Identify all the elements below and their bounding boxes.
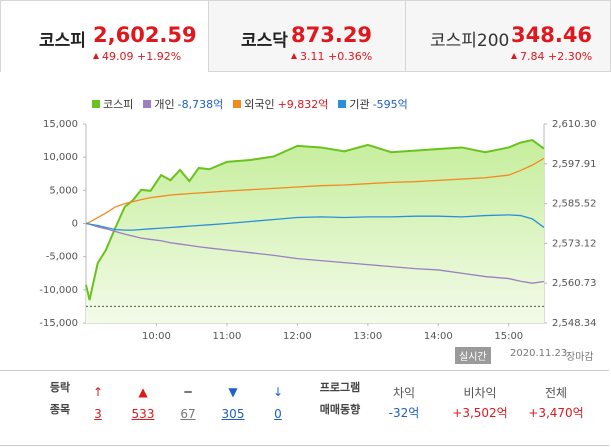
y2-tick-label: 2,610.30	[552, 119, 597, 130]
legend-swatch	[143, 100, 152, 108]
legend-value: -595억	[372, 98, 408, 111]
legend-item[interactable]: 개인 -8,738억	[143, 96, 223, 112]
y2-tick-label: 2,560.73	[552, 278, 597, 289]
x-tick-label: 14:00	[424, 331, 453, 342]
change: 7.84	[520, 50, 545, 63]
y-tick-label: -10,000	[39, 285, 78, 296]
program-name: 전체	[544, 386, 568, 400]
tab-name: 코스닥	[241, 31, 288, 51]
x-tick-label: 10:00	[142, 331, 171, 342]
count[interactable]: 0	[274, 407, 282, 421]
program-value: -32억	[388, 406, 420, 420]
legend: 코스피 개인 -8,738억 외국인 +9,832억 기관 -595억	[92, 96, 408, 112]
line	[85, 138, 545, 301]
count[interactable]: 533	[131, 407, 155, 421]
x-tick-label: 11:00	[213, 331, 242, 342]
line	[85, 157, 545, 225]
program-value: +3,470억	[528, 406, 584, 420]
count[interactable]: 305	[221, 407, 245, 421]
advance-decline-item: ━ 67	[168, 381, 208, 425]
area	[86, 140, 544, 323]
legend-swatch	[92, 100, 100, 108]
legend-item[interactable]: 기관 -595억	[338, 96, 408, 112]
y-tick-label: -5,000	[46, 252, 78, 263]
symbol: ▼	[228, 385, 238, 399]
summary-bar: 등락 종목 ↑ 3 ▲ 533 ━ 67 ▼ 305 ↓ 0 프로그램 매매동향 차익 -32억 비차익 +…	[0, 370, 609, 446]
date: 2020.11.23	[510, 348, 568, 359]
realtime-badge[interactable]: 실시간	[455, 347, 491, 364]
tab-name: 코스피200	[430, 31, 510, 51]
y2-tick-label: 2,585.52	[552, 199, 597, 210]
legend-swatch	[233, 100, 242, 108]
symbol: ▲	[138, 385, 148, 399]
symbol: ━	[184, 385, 192, 399]
y-tick-label: 10,000	[43, 152, 78, 163]
rate: +1.92%	[137, 50, 182, 63]
line	[85, 214, 545, 231]
label-line: 종목	[49, 403, 71, 416]
program-item: 전체 +3,470억	[516, 383, 596, 423]
y2-tick-label: 2,573.12	[552, 238, 597, 249]
x-tick-label: 13:00	[353, 331, 382, 342]
rate: +2.30%	[548, 50, 593, 63]
legend-name: 코스피	[103, 98, 134, 111]
count[interactable]: 67	[180, 407, 196, 421]
y2-tick-label: 2,548.34	[552, 318, 597, 329]
label-line: 등락	[49, 381, 71, 394]
legend-value: -8,738억	[177, 98, 224, 111]
advance-decline-item: ↑ 3	[78, 381, 118, 425]
advance-decline-item: ▲ 533	[123, 381, 163, 425]
y-tick-label: 5,000	[49, 185, 78, 196]
program-name: 차익	[392, 386, 416, 400]
legend-name: 외국인	[244, 98, 275, 111]
x-tick-label: 12:00	[283, 331, 312, 342]
x-tick-label: 15:00	[494, 331, 523, 342]
y-tick-label: 0	[72, 219, 78, 230]
count[interactable]: 3	[94, 407, 102, 421]
symbol: ↑	[92, 385, 104, 399]
program-value: +3,502억	[452, 406, 508, 420]
y-tick-label: -15,000	[39, 318, 78, 329]
tab-kospi[interactable]: 코스피 2,602.59 49.09 +1.92%	[0, 0, 209, 72]
up-icon	[93, 53, 99, 59]
rate: +0.36%	[328, 50, 373, 63]
tab-name: 코스피	[39, 31, 86, 51]
tab-kospi200[interactable]: 코스피200 348.46 7.84 +2.30%	[405, 0, 611, 72]
legend-item[interactable]: 코스피	[92, 96, 133, 112]
program-item: 비차익 +3,502억	[440, 383, 520, 423]
advance-decline-item: ▼ 305	[213, 381, 253, 425]
symbol: ↓	[272, 385, 284, 399]
up-icon	[291, 53, 297, 59]
advance-decline-item: ↓ 0	[258, 381, 298, 425]
label-line: 프로그램	[319, 381, 361, 394]
legend-name: 기관	[349, 98, 370, 111]
up-icon	[511, 53, 517, 59]
tab-change: 3.11 +0.36%	[291, 50, 372, 63]
change: 49.09	[102, 50, 134, 63]
market-status: 장마감	[566, 352, 594, 363]
tab-kosdaq[interactable]: 코스닥 873.29 3.11 +0.36%	[208, 0, 406, 72]
chart: 15,000 10,000 5,000 0 -5,000 -10,000 -15,000 2,…	[39, 119, 597, 342]
legend-swatch	[338, 100, 347, 108]
tab-change: 7.84 +2.30%	[511, 50, 592, 63]
program-name: 비차익	[463, 386, 497, 400]
legend-name: 개인	[154, 98, 175, 111]
legend-item[interactable]: 외국인 +9,832억	[233, 96, 328, 112]
program-item: 차익 -32억	[364, 383, 444, 423]
label-line: 매매동향	[319, 403, 361, 416]
change: 3.11	[300, 50, 325, 63]
y2-tick-label: 2,597.91	[552, 159, 597, 170]
legend-value: +9,832억	[277, 98, 329, 111]
tab-value: 348.46	[511, 23, 593, 47]
tab-value: 2,602.59	[93, 23, 197, 47]
tab-value: 873.29	[291, 23, 373, 47]
y-tick-label: 15,000	[43, 119, 78, 130]
line	[85, 222, 545, 284]
tab-change: 49.09 +1.92%	[93, 50, 181, 63]
